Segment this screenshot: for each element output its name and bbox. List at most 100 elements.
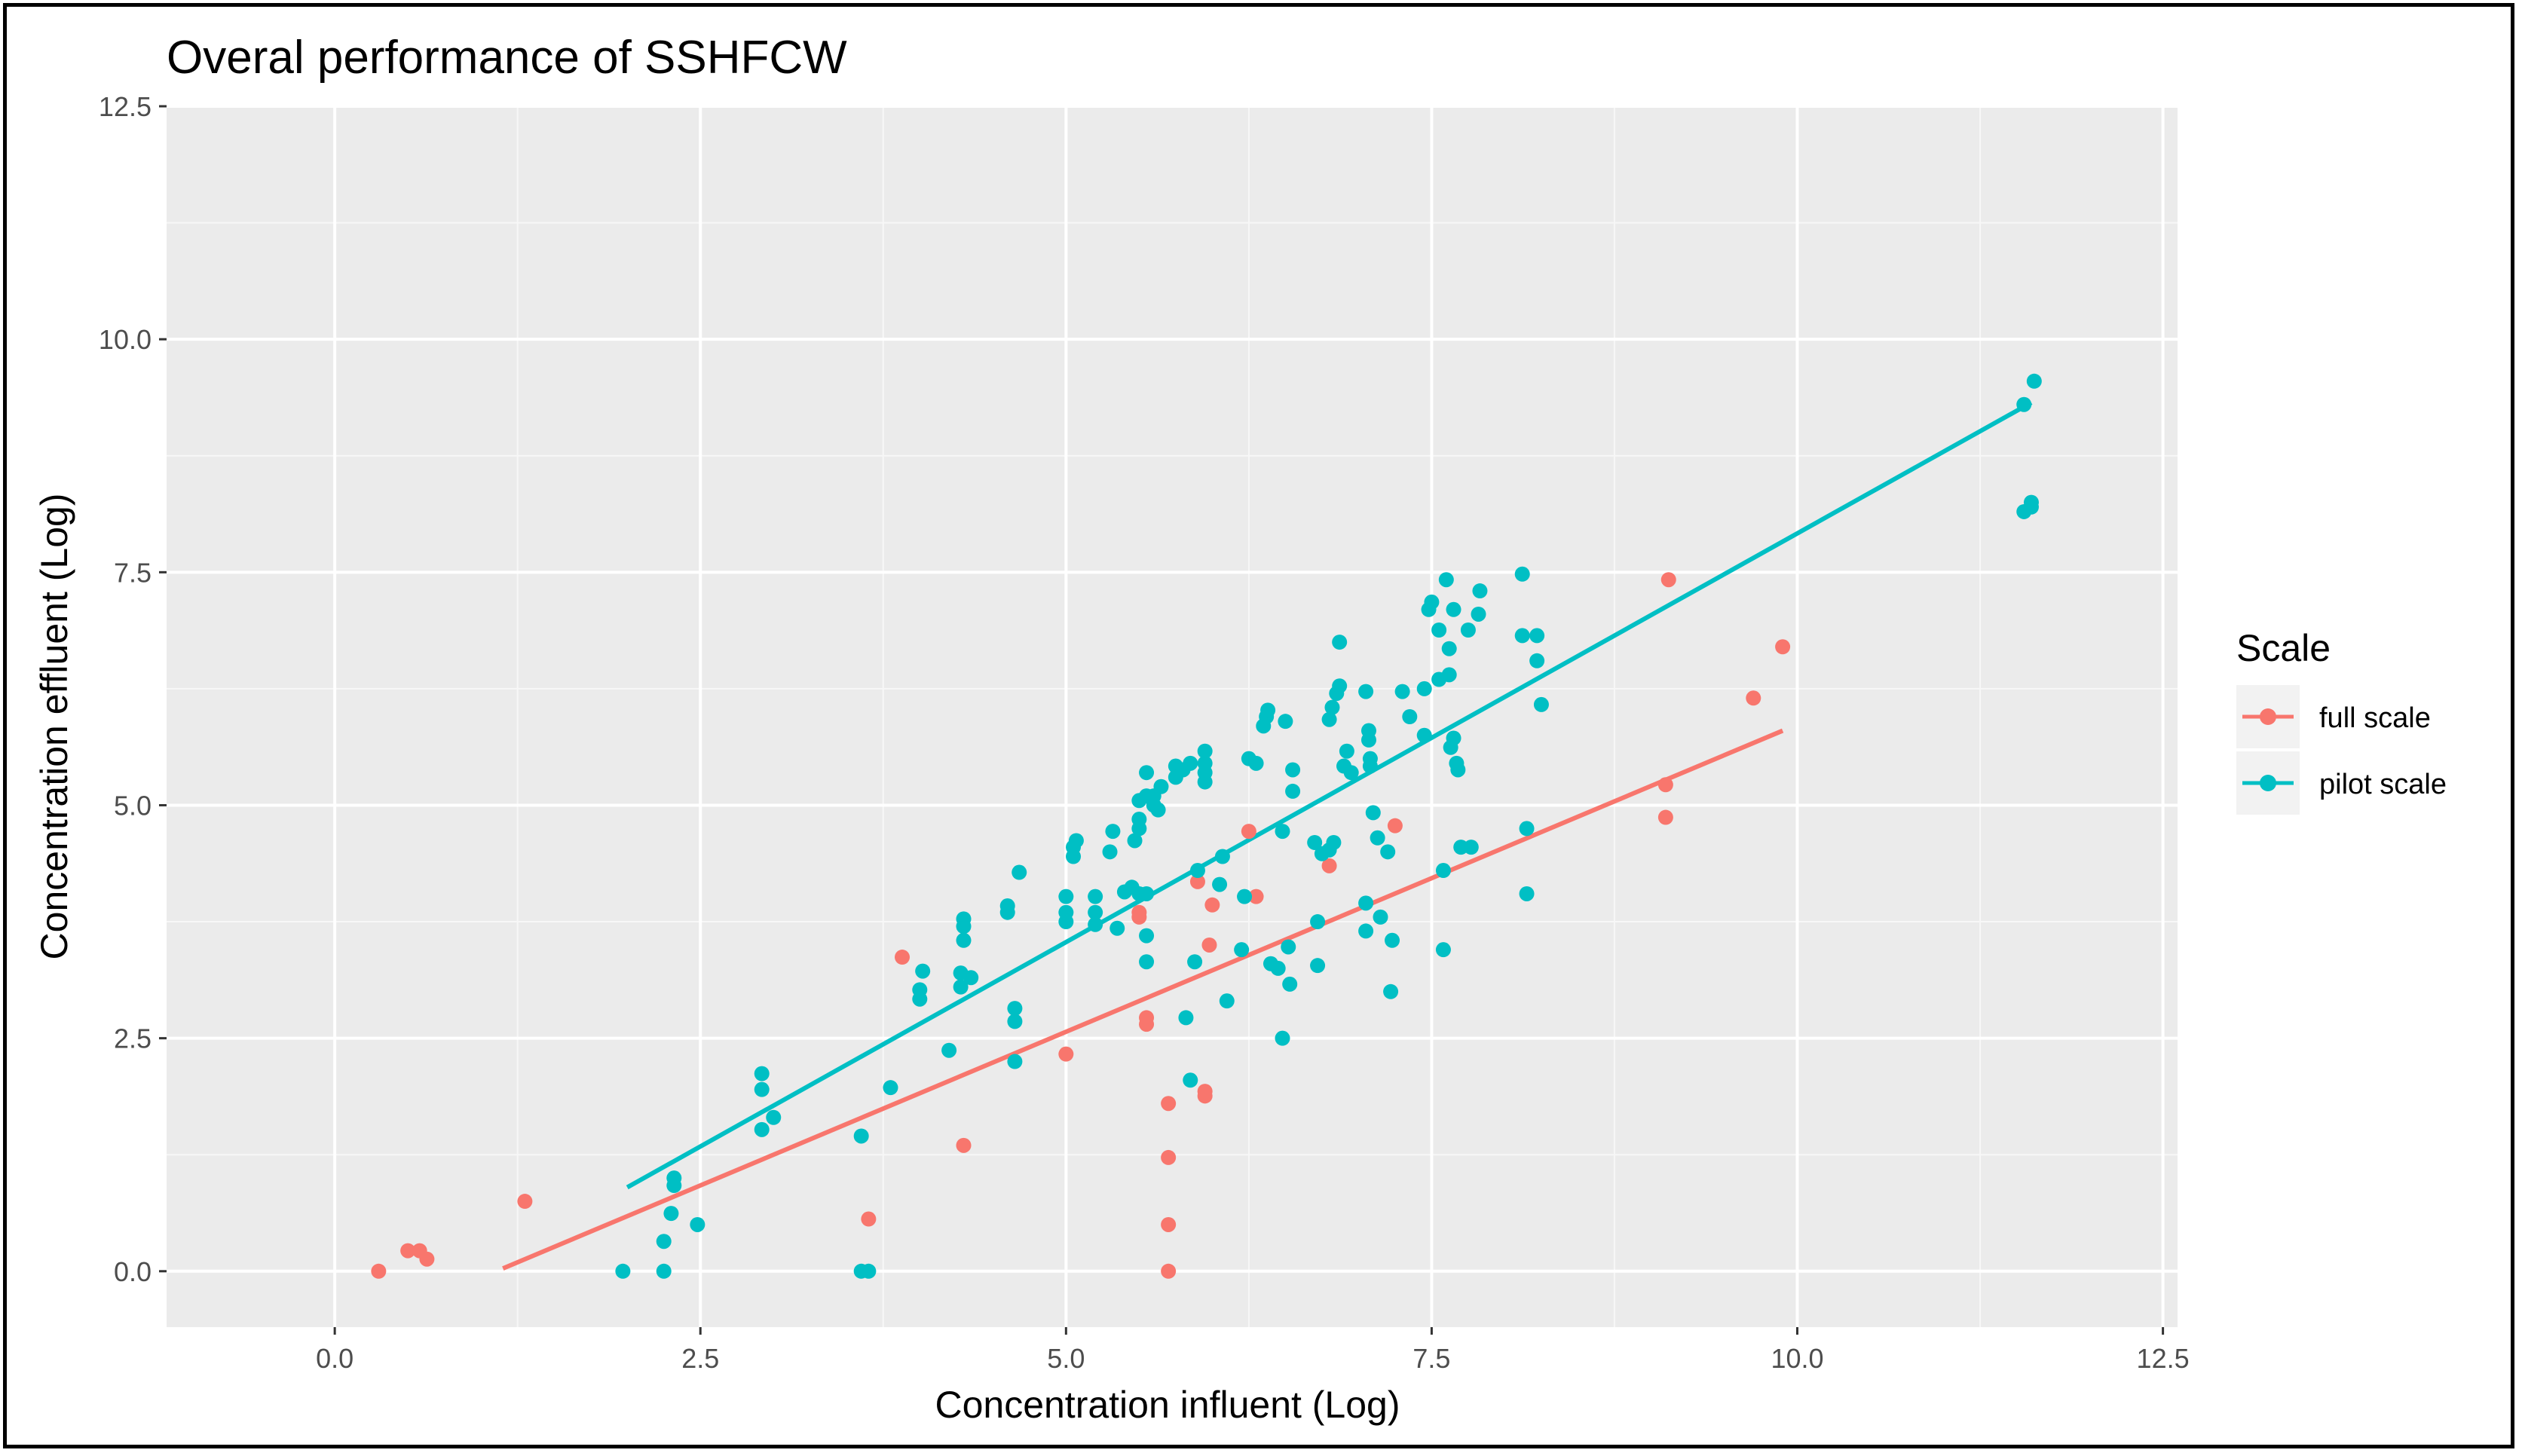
point-pilot-scale [1326,834,1342,850]
point-pilot-scale [1529,653,1545,668]
point-pilot-scale [1278,714,1293,730]
point-full-scale [517,1194,533,1210]
point-pilot-scale [1514,628,1530,644]
point-full-scale [1204,897,1220,913]
point-pilot-scale [1435,863,1451,879]
point-pilot-scale [1234,942,1250,958]
point-pilot-scale [1343,765,1359,781]
y-tick-labels: 0.0 2.5 5.0 7.5 10.0 12.5 [99,91,152,1287]
point-pilot-scale [663,1206,679,1222]
point-pilot-scale [1212,876,1228,892]
point-pilot-scale [1285,762,1301,778]
point-full-scale [1321,858,1337,873]
point-pilot-scale [1197,743,1213,759]
point-pilot-scale [666,1170,682,1186]
point-full-scale [956,1137,972,1153]
legend-label-pilot-scale: pilot scale [2319,769,2447,800]
point-pilot-scale [1519,886,1535,901]
y-tick-label: 12.5 [99,91,152,122]
point-pilot-scale [1472,583,1488,599]
point-pilot-scale [1260,702,1276,718]
point-pilot-scale [1416,681,1432,696]
x-tick-label: 10.0 [1771,1343,1823,1374]
point-pilot-scale [1102,844,1118,860]
point-pilot-scale [1529,628,1545,644]
point-full-scale [1058,1046,1074,1062]
point-pilot-scale [1533,696,1549,712]
fit-lines [502,400,2033,1271]
point-pilot-scale [956,932,972,948]
point-pilot-scale [1139,954,1155,970]
point-pilot-scale [1441,641,1457,656]
point-pilot-scale [1370,830,1385,846]
legend: Scale full scale pilot scale [2236,627,2447,815]
point-pilot-scale [1362,751,1378,766]
point-pilot-scale [1394,684,1410,699]
point-pilot-scale [1007,1054,1023,1069]
point-pilot-scale [1178,1010,1194,1026]
point-pilot-scale [1214,849,1230,864]
point-pilot-scale [999,898,1015,914]
legend-key-pilot-scale-dot [2260,775,2276,791]
point-pilot-scale [1183,755,1198,771]
point-pilot-scale [861,1263,877,1279]
point-pilot-scale [1358,923,1374,939]
point-full-scale [895,950,911,965]
point-pilot-scale [1183,1072,1198,1088]
point-pilot-scale [883,1080,898,1096]
chart-frame: Overal performance of SSHFCW 0.0 2.5 5.0 7.… [3,3,2514,1448]
point-pilot-scale [915,963,931,979]
point-pilot-scale [1012,864,1027,880]
point-pilot-scale [1139,886,1155,901]
point-pilot-scale [1380,844,1396,860]
point-full-scale [1660,572,1676,588]
y-tick-label: 10.0 [99,324,152,355]
y-tick-label: 5.0 [114,790,152,821]
point-pilot-scale [1131,812,1147,827]
point-pilot-scale [1446,730,1461,746]
point-pilot-scale [1416,727,1432,743]
point-pilot-scale [1187,954,1203,970]
point-pilot-scale [1285,783,1301,799]
point-full-scale [419,1251,435,1267]
point-pilot-scale [1248,755,1264,771]
point-pilot-scale [1307,834,1323,850]
point-pilot-scale [1471,606,1486,622]
point-pilot-scale [1197,755,1213,771]
point-pilot-scale [1358,895,1374,911]
point-pilot-scale [1219,993,1235,1009]
legend-key-full-scale-dot [2260,708,2276,725]
point-pilot-scale [656,1234,672,1250]
point-pilot-scale [1058,904,1074,920]
point-pilot-scale [2016,396,2032,412]
point-pilot-scale [1153,778,1169,794]
point-pilot-scale [690,1216,705,1232]
point-pilot-scale [1109,920,1125,936]
x-tick-label: 0.0 [316,1343,354,1374]
chart-title: Overal performance of SSHFCW [167,32,847,84]
point-pilot-scale [1441,667,1457,683]
point-pilot-scale [754,1081,770,1097]
point-pilot-scale [956,911,972,927]
plot-panel [167,106,2178,1327]
point-pilot-scale [1438,572,1454,588]
point-full-scale [1657,809,1673,825]
point-pilot-scale [1460,622,1476,638]
point-pilot-scale [1463,840,1479,855]
point-pilot-scale [912,982,928,998]
point-full-scale [1775,639,1791,655]
x-tick-label: 7.5 [1413,1343,1450,1374]
y-tick-label: 2.5 [114,1023,152,1054]
point-pilot-scale [1088,916,1103,932]
point-pilot-scale [754,1066,770,1081]
point-pilot-scale [853,1128,869,1144]
point-pilot-scale [754,1121,770,1137]
point-pilot-scale [1310,914,1326,930]
point-pilot-scale [1339,743,1354,759]
x-tick-label: 12.5 [2137,1343,2190,1374]
fit-line-pilot-scale [626,400,2033,1190]
point-pilot-scale [1402,709,1418,724]
point-full-scale [1657,777,1673,793]
point-full-scale [371,1263,387,1279]
y-axis-title: Concentration effluent (Log) [33,494,75,960]
